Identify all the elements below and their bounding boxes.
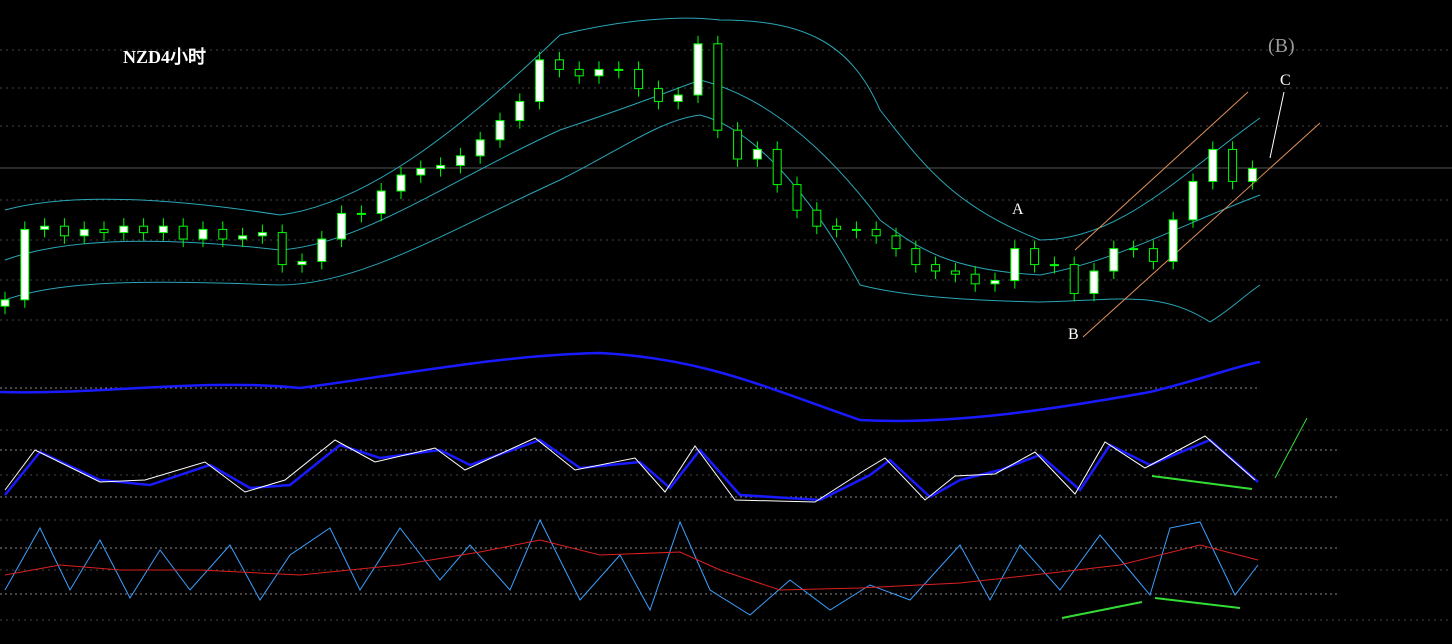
chart-title: NZD4小时 xyxy=(123,47,206,67)
candle-body xyxy=(812,209,822,227)
grid xyxy=(0,49,1452,621)
candle-body xyxy=(1247,168,1257,182)
candle-body xyxy=(1208,148,1218,182)
candle-body xyxy=(158,225,168,234)
candle-body xyxy=(871,228,881,237)
candle-body xyxy=(950,270,960,275)
candle-body xyxy=(495,120,505,141)
annotation: A xyxy=(1012,201,1024,218)
candle-body xyxy=(277,232,287,266)
candle-body xyxy=(376,190,386,214)
annotation: C xyxy=(1280,72,1291,89)
candle-body xyxy=(990,280,1000,285)
candle-body xyxy=(257,232,267,237)
candle-body xyxy=(535,59,545,102)
candle-body xyxy=(218,228,228,240)
candle-body xyxy=(99,228,109,234)
candle-body xyxy=(1129,248,1139,251)
stochastic-panel xyxy=(0,417,1340,503)
candle-body xyxy=(832,225,842,230)
candle-body xyxy=(653,88,663,102)
candle-body xyxy=(931,264,941,272)
candle-body xyxy=(455,155,465,166)
candle-body xyxy=(554,59,564,70)
candle-body xyxy=(891,235,901,250)
candle-body xyxy=(59,225,69,237)
candle-body xyxy=(1049,264,1059,267)
candle-body xyxy=(317,238,327,262)
candle-body xyxy=(693,43,703,96)
candle-body xyxy=(1030,248,1040,266)
candle-body xyxy=(594,68,604,77)
candle-body xyxy=(198,228,208,240)
annotation: B xyxy=(1068,326,1079,343)
candle-body xyxy=(337,212,347,240)
candle-body xyxy=(970,273,980,285)
candle-body xyxy=(1089,270,1099,294)
candle-body xyxy=(1010,248,1020,282)
candle-body xyxy=(416,168,426,176)
candle-body xyxy=(634,68,644,90)
candle-body xyxy=(119,225,129,234)
candle-body xyxy=(1228,148,1238,182)
candle-body xyxy=(515,100,525,122)
candles xyxy=(0,35,1257,315)
candle-body xyxy=(436,164,446,170)
candle-body xyxy=(40,225,50,230)
candle-body xyxy=(792,184,802,211)
annotation: (B) xyxy=(1268,35,1295,57)
candle-body xyxy=(574,68,584,77)
candle-body xyxy=(0,299,10,307)
candle-body xyxy=(673,94,683,102)
candle-body xyxy=(238,235,248,240)
candle-body xyxy=(1109,248,1119,272)
candle-body xyxy=(178,225,188,240)
candle-body xyxy=(356,212,366,215)
candle-body xyxy=(911,248,921,266)
rsi-panel xyxy=(0,518,1340,619)
candle-body xyxy=(297,260,307,266)
candle-body xyxy=(475,139,485,157)
candle-body xyxy=(79,228,89,237)
candle-body xyxy=(733,129,743,160)
candle-body xyxy=(851,228,861,231)
candle-body xyxy=(1069,264,1079,294)
candle-body xyxy=(752,148,762,160)
candle-body xyxy=(772,148,782,186)
macd-panel xyxy=(0,351,1261,423)
candle-body xyxy=(139,225,149,234)
annotation-lines xyxy=(1074,91,1321,338)
candle-body xyxy=(396,174,406,192)
candle-body xyxy=(20,228,30,301)
candle-body xyxy=(1188,180,1198,221)
candle-body xyxy=(614,68,624,71)
candle-body xyxy=(1148,248,1158,262)
candle-body xyxy=(1168,219,1178,262)
candle-body xyxy=(713,43,723,131)
